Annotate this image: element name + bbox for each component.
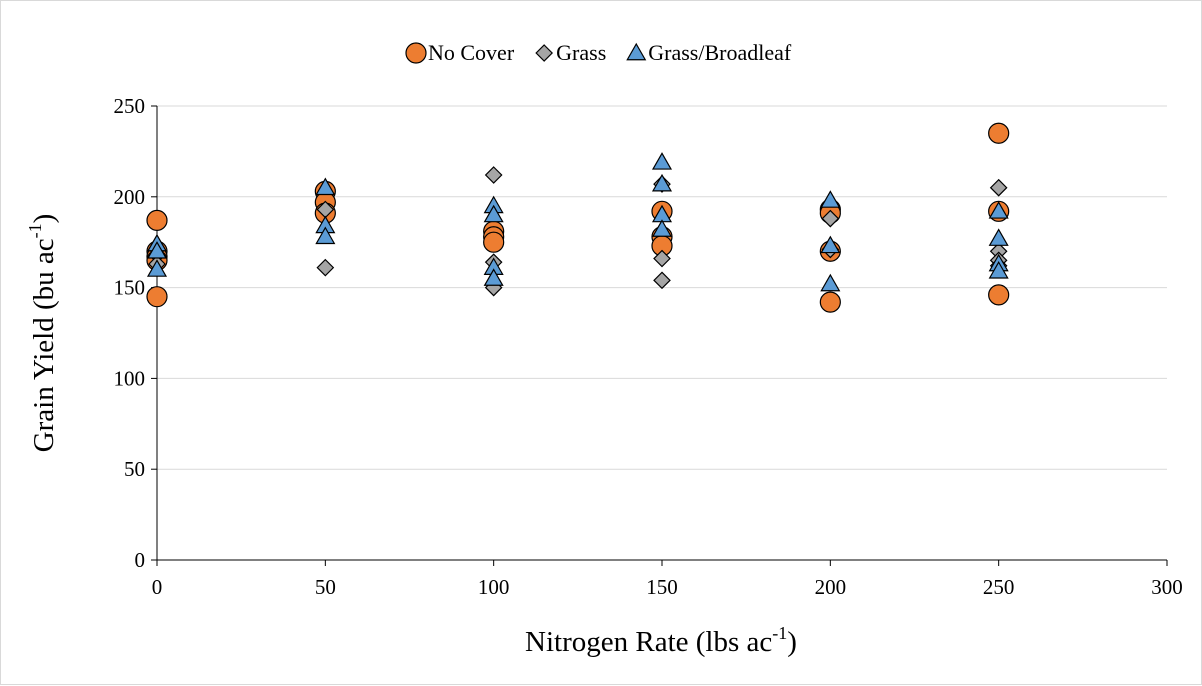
grass-point <box>316 258 335 277</box>
x-tick-labels: 0 50 100 150 200 250 300 <box>152 575 1183 599</box>
legend-marker-no-cover <box>405 42 427 64</box>
y-tick-label: 200 <box>114 185 146 209</box>
legend-label-grass-broadleaf: Grass/Broadleaf <box>648 40 792 65</box>
no-cover-point <box>483 231 505 253</box>
legend-item-grass: Grass <box>535 40 606 65</box>
y-tick-label: 150 <box>114 276 146 300</box>
series-grass <box>148 166 1008 297</box>
grass-broadleaf-point <box>315 177 336 196</box>
grass-broadleaf-point <box>651 219 673 237</box>
y-tick-label: 250 <box>114 94 146 118</box>
series-no-cover <box>146 122 1010 313</box>
grass-point <box>484 166 503 184</box>
grass-broadleaf-point <box>820 273 841 292</box>
grass-point <box>989 178 1008 197</box>
x-tick-label: 300 <box>1151 575 1183 599</box>
no-cover-point <box>819 291 841 313</box>
grass-broadleaf-point <box>146 241 168 259</box>
series-grass-broadleaf <box>146 152 1009 292</box>
no-cover-point <box>146 286 168 308</box>
y-tick-label: 50 <box>124 457 145 481</box>
no-cover-point <box>988 284 1010 306</box>
axes <box>151 105 1168 566</box>
x-tick-label: 250 <box>983 575 1015 599</box>
data-points <box>146 122 1010 313</box>
grass-broadleaf-point <box>651 152 673 170</box>
grass-broadleaf-point <box>820 190 841 208</box>
legend: No Cover Grass Grass/Broadleaf <box>405 40 792 65</box>
legend-marker-grass-broadleaf <box>626 42 647 61</box>
y-tick-label: 100 <box>114 366 146 390</box>
grass-point <box>653 271 671 290</box>
grass-broadleaf-point <box>483 204 504 223</box>
legend-item-grass-broadleaf: Grass/Broadleaf <box>626 40 792 65</box>
grass-broadleaf-point <box>146 259 168 277</box>
no-cover-point <box>146 209 168 232</box>
y-axis-title: Grain Yield (bu ac-1) <box>25 214 60 453</box>
grass-broadleaf-point <box>988 201 1009 219</box>
legend-marker-grass <box>535 44 554 62</box>
x-tick-label: 150 <box>646 575 678 599</box>
grass-point <box>821 209 840 228</box>
x-tick-label: 0 <box>152 575 163 599</box>
legend-item-no-cover: No Cover <box>405 40 515 65</box>
grass-broadleaf-point <box>820 235 841 254</box>
legend-label-grass: Grass <box>556 40 606 65</box>
legend-label-no-cover: No Cover <box>428 40 515 65</box>
grass-broadleaf-point <box>988 261 1009 279</box>
no-cover-point <box>988 122 1010 144</box>
y-tick-label: 0 <box>135 548 146 572</box>
x-tick-label: 50 <box>315 575 336 599</box>
x-axis-title: Nitrogen Rate (lbs ac-1) <box>525 623 797 658</box>
grass-point <box>653 249 671 268</box>
grass-broadleaf-point <box>483 268 504 286</box>
grass-broadleaf-point <box>315 226 336 245</box>
y-tick-labels: 0 50 100 150 200 250 <box>114 94 146 572</box>
grass-broadleaf-point <box>651 173 673 192</box>
grass-broadleaf-point <box>988 228 1009 246</box>
x-tick-label: 200 <box>815 575 847 599</box>
x-tick-label: 100 <box>478 575 510 599</box>
